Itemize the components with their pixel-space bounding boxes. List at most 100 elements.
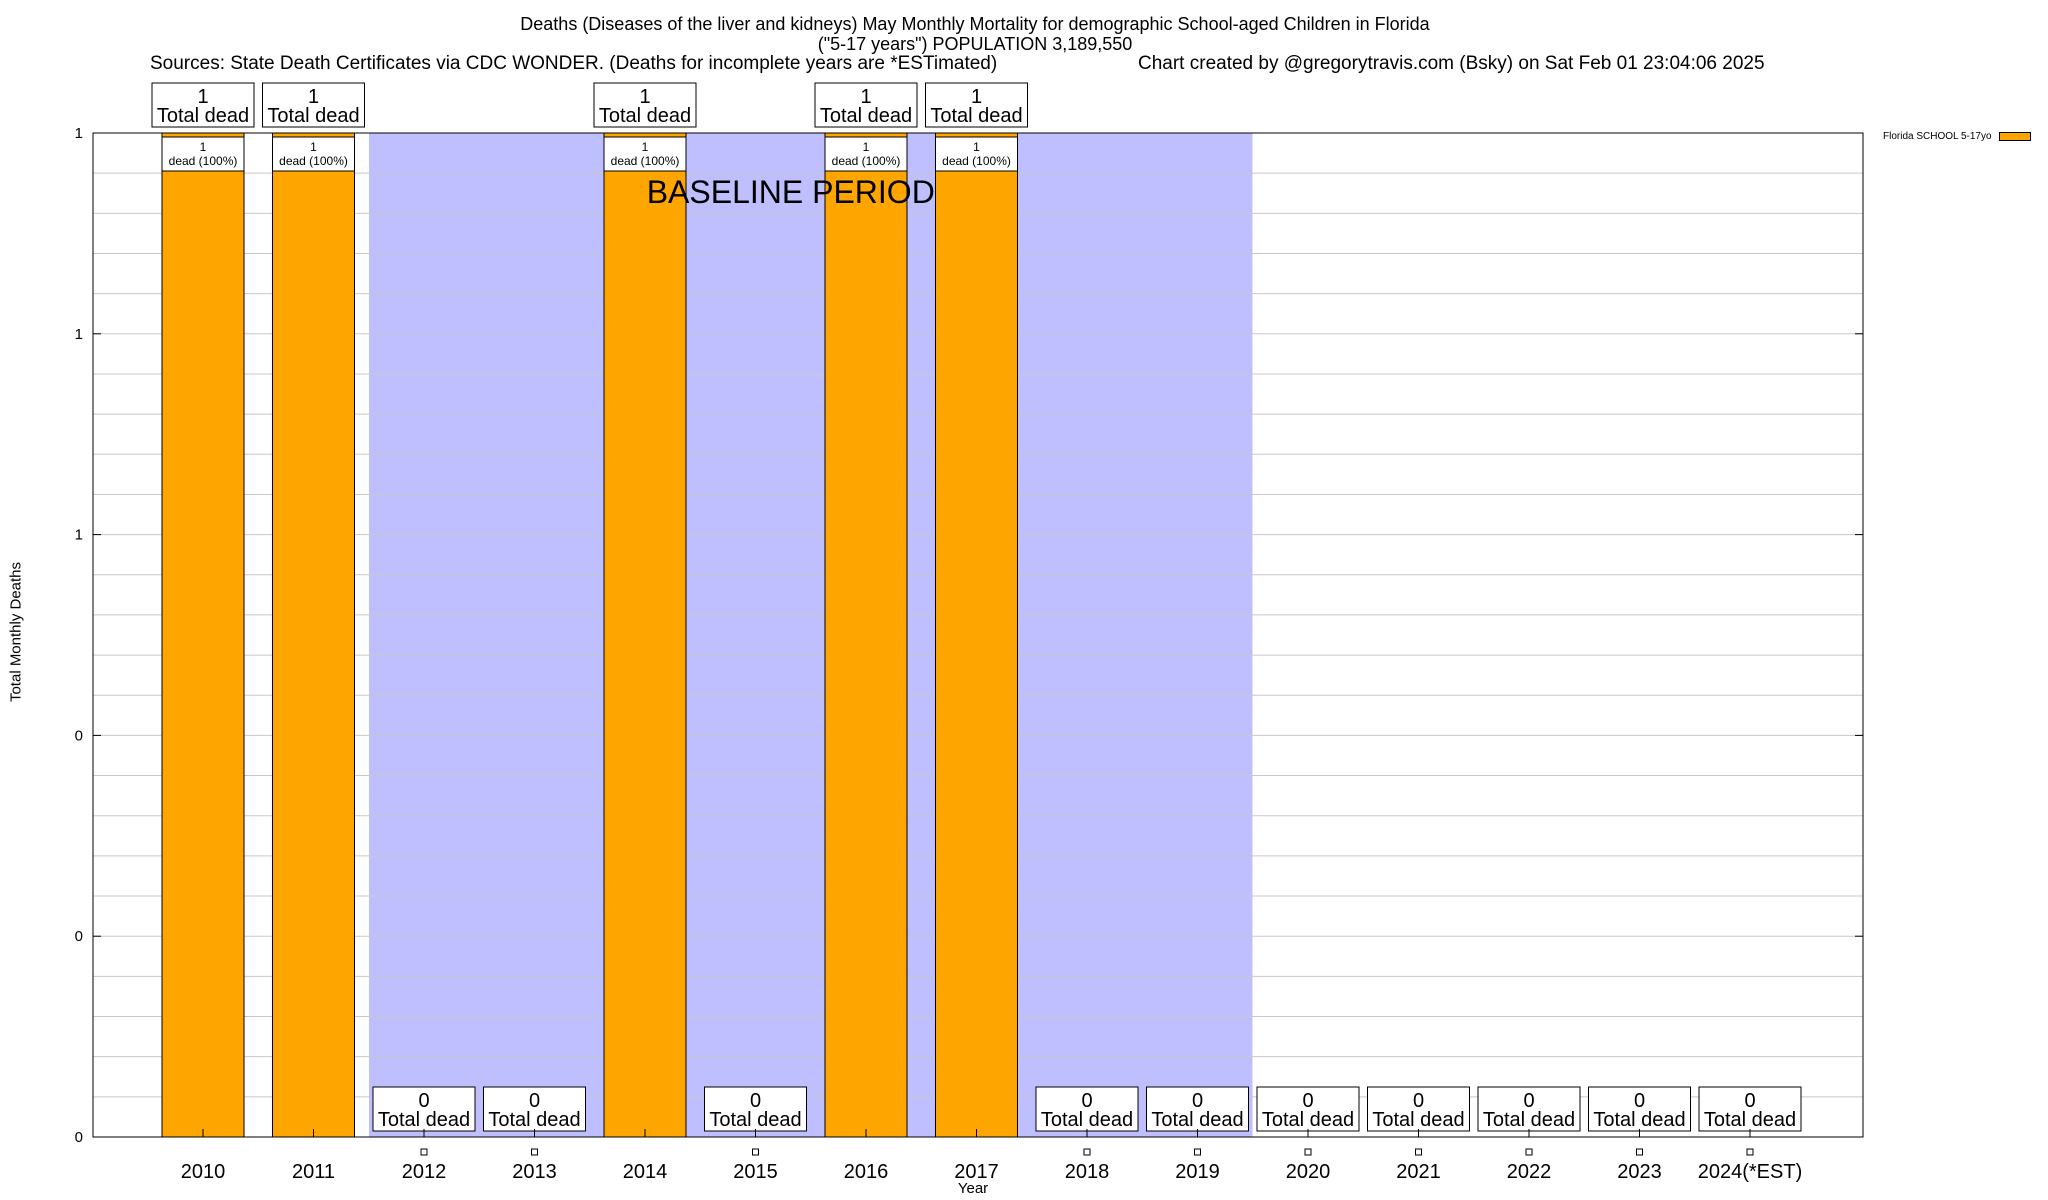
total-value-label: 0	[750, 1090, 761, 1112]
x-tick-label: 2023	[1617, 1161, 1662, 1183]
total-text-label: Total dead	[1593, 1109, 1685, 1131]
total-box	[925, 82, 1028, 128]
bar	[603, 132, 687, 1138]
y-tick-label: 0	[75, 928, 83, 945]
x-tick-label: 2011	[292, 1161, 335, 1183]
total-text-label: Total dead	[599, 105, 691, 127]
zero-marker	[1194, 1148, 1201, 1156]
total-value-label: 0	[1634, 1090, 1645, 1112]
zero-marker	[1746, 1148, 1754, 1156]
bar-percent-label: dead (100%)	[279, 154, 348, 168]
total-value-label: 1	[639, 86, 650, 108]
legend-swatch	[1998, 132, 2031, 141]
total-box	[593, 82, 697, 128]
baseline-period-shade	[369, 133, 1253, 1137]
bar-value-box	[272, 136, 355, 172]
total-box	[814, 82, 918, 128]
total-value-label: 0	[529, 1090, 540, 1112]
zero-marker	[420, 1148, 428, 1156]
total-value-label: 1	[197, 86, 208, 108]
total-text-label: Total dead	[1704, 1109, 1796, 1131]
bar-value-box	[161, 136, 245, 172]
total-text-label: Total dead	[820, 105, 912, 127]
total-text-label: Total dead	[1262, 1109, 1354, 1131]
zero-marker	[1415, 1148, 1422, 1156]
x-axis-label: Year	[957, 1180, 989, 1197]
y-tick-label: 1	[75, 125, 83, 142]
total-value-label: 1	[971, 86, 982, 108]
zero-marker	[1636, 1148, 1643, 1156]
x-tick-label: 2017	[954, 1161, 999, 1183]
legend: Florida SCHOOL 5-17yo	[1883, 131, 2031, 142]
total-value-label: 0	[1744, 1090, 1755, 1112]
total-value-label: 0	[1302, 1090, 1313, 1112]
bar-percent-label: dead (100%)	[169, 154, 238, 168]
total-text-label: Total dead	[378, 1109, 470, 1131]
total-box	[151, 82, 255, 128]
total-text-label: Total dead	[709, 1109, 801, 1131]
zero-marker	[1525, 1148, 1533, 1156]
total-value-label: 0	[1523, 1090, 1534, 1112]
y-tick-label: 1	[75, 326, 83, 343]
total-box	[1256, 1086, 1360, 1132]
x-tick-label: 2010	[181, 1161, 226, 1183]
zero-marker	[1083, 1148, 1091, 1156]
bar-percent-label: dead (100%)	[832, 154, 901, 168]
bar-value-box	[935, 136, 1018, 172]
chart-subtitle: ("5-17 years") POPULATION 3,189,550	[817, 34, 1133, 54]
total-text-label: Total dead	[1151, 1109, 1243, 1131]
x-tick-label: 2024(*EST)	[1698, 1161, 1803, 1183]
x-tick-label: 2016	[844, 1161, 889, 1183]
total-box	[704, 1086, 807, 1132]
bar-percent-label: dead (100%)	[942, 154, 1011, 168]
x-tick-label: 2015	[733, 1161, 778, 1183]
total-box	[1146, 1086, 1249, 1132]
bar-value-label: 1	[642, 140, 649, 154]
y-tick-label: 0	[75, 1129, 83, 1146]
total-box	[262, 82, 365, 128]
bar	[824, 132, 908, 1138]
x-tick-label: 2020	[1286, 1161, 1331, 1183]
chart-credit: Chart created by @gregorytravis.com (Bsk…	[1138, 53, 1765, 74]
bar-value-label: 1	[310, 140, 317, 154]
bar	[272, 132, 355, 1138]
total-text-label: Total dead	[157, 105, 249, 127]
chart-title: Deaths (Diseases of the liver and kidney…	[520, 14, 1430, 34]
total-value-label: 0	[1192, 1090, 1203, 1112]
x-tick-label: 2022	[1507, 1161, 1552, 1183]
bar-value-label: 1	[973, 140, 980, 154]
total-value-label: 1	[308, 86, 319, 108]
bar-value-box	[824, 136, 908, 172]
bar	[161, 132, 245, 1138]
total-box	[1035, 1086, 1139, 1132]
zero-marker	[531, 1148, 538, 1156]
total-text-label: Total dead	[1041, 1109, 1133, 1131]
total-box	[1477, 1086, 1581, 1132]
plot-frame	[92, 132, 1864, 1138]
y-axis-label: Total Monthly Deaths	[7, 561, 25, 703]
zero-marker	[1304, 1148, 1312, 1156]
baseline-period-label: BASELINE PERIOD	[647, 174, 935, 210]
bar-value-label: 1	[200, 140, 207, 154]
x-tick-label: 2013	[512, 1161, 557, 1183]
x-tick-label: 2021	[1396, 1161, 1441, 1183]
total-text-label: Total dead	[267, 105, 359, 127]
y-tick-label: 1	[75, 527, 83, 544]
bar	[935, 132, 1018, 1138]
total-box	[1698, 1086, 1802, 1132]
x-tick-label: 2014	[623, 1161, 668, 1183]
x-tick-label: 2019	[1175, 1161, 1220, 1183]
total-text-label: Total dead	[930, 105, 1022, 127]
x-tick-label: 2018	[1065, 1161, 1110, 1183]
total-box	[372, 1086, 476, 1132]
total-value-label: 0	[1413, 1090, 1424, 1112]
legend-label: Florida SCHOOL 5-17yo	[1883, 131, 1992, 142]
total-value-label: 0	[1081, 1090, 1092, 1112]
zero-marker	[752, 1148, 759, 1156]
bar-percent-label: dead (100%)	[611, 154, 680, 168]
total-box	[1588, 1086, 1691, 1132]
bar-value-label: 1	[863, 140, 870, 154]
bar-value-box	[603, 136, 687, 172]
y-tick-label: 0	[75, 727, 83, 744]
